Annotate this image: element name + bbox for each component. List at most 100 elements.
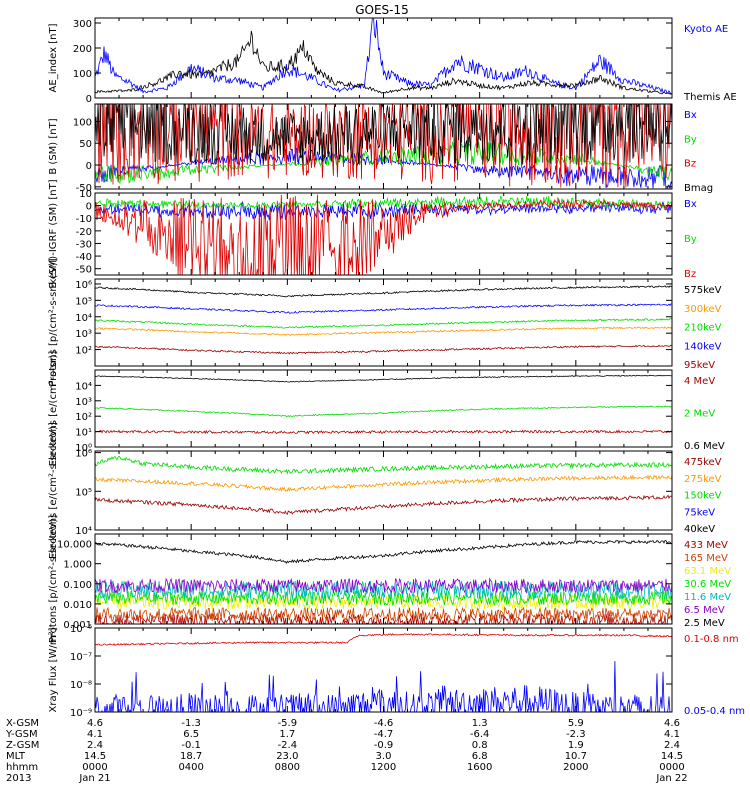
legend-entry: Themis AE — [683, 92, 737, 103]
bottom-row-value: -5.9 — [278, 718, 298, 729]
y-axis-label: Xray Flux [W/m²] — [48, 627, 59, 712]
bottom-row-value: 14.5 — [661, 751, 683, 762]
bottom-row-label: X-GSM — [6, 718, 39, 729]
legend-entry: 275keV — [684, 474, 722, 485]
series-line-150kev — [95, 455, 672, 475]
legend-entry: 75keV — [684, 507, 715, 518]
y-tick-label: 200 — [73, 44, 92, 55]
panel-xray: 10⁻⁹ 10⁻⁸ 10⁻⁷ 10⁻⁶ Xray Flux [W/m²] 0.1-0.8 … — [48, 624, 745, 719]
series-line-575kev — [95, 285, 672, 298]
legend-entry: 150keV — [684, 491, 722, 502]
bottom-row-value: 10.7 — [565, 751, 587, 762]
series-line-433-mev — [95, 612, 672, 624]
bottom-row-value: -4.7 — [374, 729, 394, 740]
y-tick-label: -10 — [76, 214, 92, 225]
y-tick-label: 0.010 — [63, 600, 92, 611]
y-tick-label: 10⁰ — [75, 443, 92, 454]
y-tick-label: 10 — [79, 189, 92, 200]
legend-entry: Bx — [684, 199, 697, 210]
y-tick-label: 0 — [86, 94, 92, 105]
panel-electrons_kev: 10⁴ 10⁵ 10⁶ Electrons [e/(cm²-s-sr-keV)] 475… — [48, 422, 722, 559]
series-line-475kev — [95, 494, 672, 515]
legend-entry: Bx — [684, 110, 697, 121]
series-line-140kev — [95, 303, 672, 314]
legend-entry: 2 MeV — [684, 409, 715, 420]
y-tick-label: 300 — [73, 19, 92, 30]
bottom-row-value: 2000 — [563, 762, 588, 773]
bottom-row-value: 1.7 — [279, 729, 295, 740]
panel-ae: 0 100 200 300 AE_index [nT] Kyoto AE Themis AE — [48, 17, 737, 105]
legend-entry: 95keV — [684, 360, 715, 371]
bottom-row-value: 5.9 — [568, 718, 584, 729]
bottom-row-value: 1600 — [467, 762, 492, 773]
legend-entry: Bz — [684, 269, 696, 280]
y-tick-label: 1.000 — [63, 560, 92, 571]
y-tick-label: 10⁵ — [75, 487, 92, 498]
panel-bsm: -50 0 50 100 B (SM) [nT] Bx By Bz Bmag — [48, 103, 713, 194]
bottom-row-value: -0.1 — [181, 740, 201, 751]
y-tick-label: -40 — [76, 252, 92, 263]
bottom-row-label: 2013 — [6, 773, 31, 784]
bottom-row-value: 14.5 — [84, 751, 106, 762]
series-line-300kev — [95, 326, 672, 337]
legend-entry: 165 MeV — [684, 553, 728, 564]
panel-frame — [94, 369, 673, 448]
y-tick-label: 10⁻⁹ — [70, 708, 92, 719]
panel-digrf: -50 -40 -30-20 -100 10 B (SM)-IGRF (SM) [nT] B… — [48, 179, 697, 288]
legend-entry: Kyoto AE — [684, 24, 728, 35]
legend-entry: 140keV — [684, 341, 722, 352]
bottom-row-label: MLT — [6, 751, 26, 762]
y-tick-label: 10² — [75, 346, 92, 357]
series-line-by — [95, 141, 672, 184]
legend-entry: 6.5 MeV — [684, 605, 725, 616]
series-line-275kev — [95, 474, 672, 493]
bottom-row-value: 1200 — [371, 762, 396, 773]
y-axis-label: Electrons [e/(cm²-s-sr-keV)] — [48, 422, 59, 559]
bottom-axis-table: X-GSM 4.6 -1.3 -5.9 -4.6 1.3 5.9 4.6 Y-GSM 4.1 6.5… — [5, 718, 688, 784]
bottom-row-value: 4.6 — [87, 718, 103, 729]
series-line-210kev — [95, 318, 672, 329]
chart-title: GOES-15 — [355, 3, 409, 17]
bottom-row-label: Z-GSM — [6, 740, 39, 751]
bottom-row-value: 23.0 — [276, 751, 298, 762]
y-tick-label: 10⁴ — [75, 313, 92, 324]
y-tick-label: 10¹ — [75, 428, 92, 439]
y-tick-label: 100 — [73, 69, 92, 80]
y-tick-label: 0 — [86, 161, 92, 172]
bottom-row-value: -2.3 — [566, 729, 586, 740]
y-tick-label: 10⁵ — [75, 296, 92, 307]
y-tick-label: 10⁶ — [75, 280, 92, 291]
bottom-row-value: -6.4 — [470, 729, 490, 740]
series-line-themis-ae — [95, 30, 672, 95]
legend-entry: Bz — [684, 159, 696, 170]
bottom-row-value: -1.3 — [181, 718, 201, 729]
bottom-row-value: Jan 21 — [78, 773, 110, 784]
legend-entry: 433 MeV — [684, 540, 728, 551]
legend-entry: 2.5 MeV — [684, 618, 725, 629]
bottom-row-value: 6.8 — [472, 751, 488, 762]
legend-entry: 0.1-0.8 nm — [684, 634, 739, 645]
series-line-165-mev — [95, 606, 672, 623]
bottom-row-value: 2.4 — [664, 740, 680, 751]
y-tick-label: 10³ — [75, 329, 92, 340]
y-tick-label: 10³ — [75, 397, 92, 408]
bottom-row-value: -0.9 — [374, 740, 394, 751]
bottom-row-value: Jan 22 — [655, 773, 687, 784]
y-tick-label: -30 — [76, 239, 92, 250]
bottom-row-value: 1.9 — [568, 740, 584, 751]
series-line-11-6-mev — [95, 579, 672, 601]
legend-entry: 4 MeV — [684, 376, 715, 387]
bottom-row-value: 1.3 — [472, 718, 488, 729]
series-line-4-mev — [95, 429, 672, 435]
series-line-2-5-mev — [95, 539, 672, 565]
bottom-row-value: -2.4 — [278, 740, 298, 751]
bottom-row-value: 3.0 — [376, 751, 392, 762]
y-axis-label: B (SM) [nT] — [48, 118, 59, 174]
legend-entry: Bmag — [684, 183, 713, 194]
y-tick-label: 50 — [79, 139, 92, 150]
y-tick-label: 10⁻⁷ — [70, 652, 92, 663]
panel-electrons_mev: 10⁰ 10¹ 10² 10³ 10⁴ Electrons [e/(cm²-s-sr)] 4… — [48, 351, 725, 467]
bottom-row-value: 0000 — [82, 762, 107, 773]
bottom-row-value: 6.5 — [183, 729, 199, 740]
